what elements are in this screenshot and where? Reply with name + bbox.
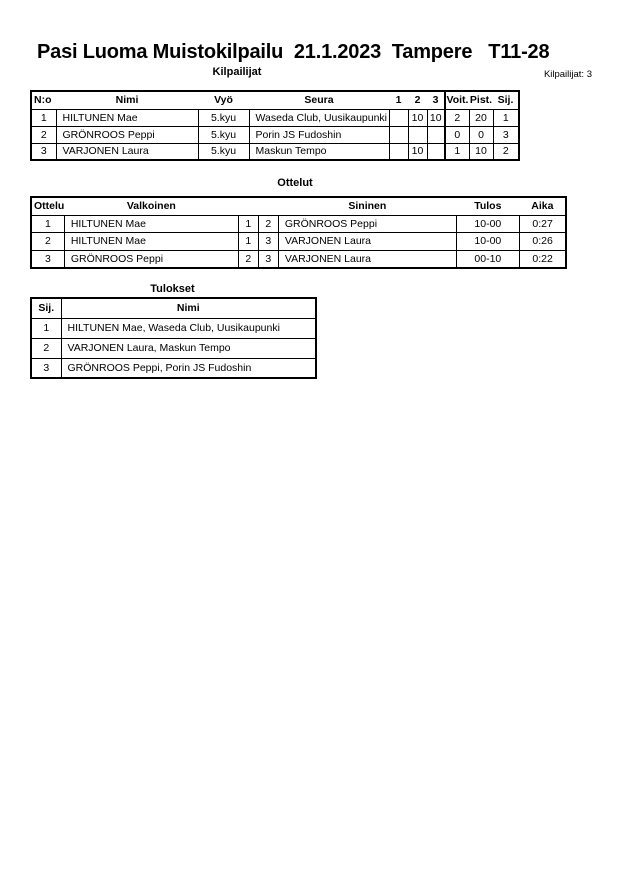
col-header-place: Sij. [31, 298, 62, 319]
col-header-name: Nimi [56, 91, 198, 110]
competitors-table: N:o Nimi Vyö Seura 1 2 3 Voit. Pist. Sij… [30, 90, 520, 161]
table-row: 3 GRÖNROOS Peppi 2 3 VARJONEN Laura 00-1… [30, 249, 567, 269]
cell-blue-no: 3 [257, 232, 279, 251]
results-table: Sij. Nimi 1 HILTUNEN Mae, Waseda Club, U… [30, 297, 317, 379]
cell-time: 0:27 [518, 214, 567, 234]
matches-table: Ottelu Valkoinen Sininen Tulos Aika 1 HI… [30, 196, 568, 269]
cell-name-club: VARJONEN Laura, Maskun Tempo [60, 337, 317, 359]
cell-blue-name: GRÖNROOS Peppi [277, 214, 457, 234]
table-row: 3 GRÖNROOS Peppi, Porin JS Fudoshin [30, 357, 317, 379]
cell-place: 3 [492, 125, 520, 144]
cell-place: 2 [30, 337, 62, 359]
cell-white-name: HILTUNEN Mae [63, 232, 239, 251]
cell-result: 00-10 [455, 249, 520, 269]
cell-name-club: GRÖNROOS Peppi, Porin JS Fudoshin [60, 357, 317, 379]
competitors-section-title: Kilpailijat [212, 66, 262, 78]
competitors-header-row: N:o Nimi Vyö Seura 1 2 3 Voit. Pist. Sij… [31, 91, 519, 110]
table-row: 2 HILTUNEN Mae 1 3 VARJONEN Laura 10-00 … [30, 232, 567, 251]
col-header-blue: Sininen [278, 197, 457, 216]
cell-round2: 10 [407, 142, 428, 161]
col-header-name: Nimi [61, 298, 316, 319]
cell-wins: 0 [444, 125, 470, 144]
cell-white-name: GRÖNROOS Peppi [63, 249, 239, 269]
cell-belt: 5.kyu [197, 125, 250, 144]
results-section-title: Tulokset [150, 283, 195, 295]
col-header-belt: Vyö [198, 91, 249, 110]
col-header-result: Tulos [456, 197, 520, 216]
table-row: 2 GRÖNROOS Peppi 5.kyu Porin JS Fudoshin… [30, 125, 520, 144]
col-header-no: N:o [31, 91, 56, 110]
cell-wins: 2 [444, 108, 470, 127]
cell-time: 0:26 [518, 232, 567, 251]
col-header-club: Seura [249, 91, 389, 110]
cell-no: 2 [30, 125, 57, 144]
cell-match-no: 3 [30, 249, 65, 269]
cell-round3: 10 [426, 108, 446, 127]
cell-blue-no: 3 [257, 249, 279, 269]
cell-club: Waseda Club, Uusikaupunki [248, 108, 390, 127]
table-row: 1 HILTUNEN Mae 5.kyu Waseda Club, Uusika… [30, 108, 520, 127]
cell-white-no: 1 [237, 232, 259, 251]
cell-white-no: 1 [237, 214, 259, 234]
cell-time: 0:22 [518, 249, 567, 269]
col-header-round2: 2 [408, 91, 427, 110]
cell-round1 [388, 142, 409, 161]
cell-match-no: 1 [30, 214, 65, 234]
cell-name: HILTUNEN Mae [55, 108, 199, 127]
col-header-time: Aika [519, 197, 567, 216]
cell-round2: 10 [407, 108, 428, 127]
cell-name: GRÖNROOS Peppi [55, 125, 199, 144]
col-header-match: Ottelu [31, 197, 65, 216]
col-header-white-no [238, 197, 259, 216]
cell-white-no: 2 [237, 249, 259, 269]
table-row: 1 HILTUNEN Mae, Waseda Club, Uusikaupunk… [30, 317, 317, 339]
cell-round1 [388, 125, 409, 144]
table-row: 1 HILTUNEN Mae 1 2 GRÖNROOS Peppi 10-00 … [30, 214, 567, 234]
cell-points: 10 [468, 142, 494, 161]
matches-header-row: Ottelu Valkoinen Sininen Tulos Aika [31, 197, 567, 216]
cell-round1 [388, 108, 409, 127]
cell-belt: 5.kyu [197, 142, 250, 161]
cell-wins: 1 [444, 142, 470, 161]
cell-result: 10-00 [455, 214, 520, 234]
cell-blue-name: VARJONEN Laura [277, 232, 457, 251]
cell-match-no: 2 [30, 232, 65, 251]
cell-place: 1 [30, 317, 62, 339]
cell-white-name: HILTUNEN Mae [63, 214, 239, 234]
cell-club: Maskun Tempo [248, 142, 390, 161]
cell-round2 [407, 125, 428, 144]
col-header-points: Pist. [469, 91, 493, 110]
cell-place: 1 [492, 108, 520, 127]
cell-blue-name: VARJONEN Laura [277, 249, 457, 269]
cell-points: 20 [468, 108, 494, 127]
cell-blue-no: 2 [257, 214, 279, 234]
cell-name: VARJONEN Laura [55, 142, 199, 161]
results-header-row: Sij. Nimi [31, 298, 316, 319]
cell-points: 0 [468, 125, 494, 144]
col-header-wins: Voit. [444, 91, 469, 110]
cell-club: Porin JS Fudoshin [248, 125, 390, 144]
col-header-round3: 3 [427, 91, 445, 110]
col-header-blue-no [258, 197, 279, 216]
page-title: Pasi Luoma Muistokilpailu 21.1.2023 Tamp… [37, 41, 550, 63]
col-header-round1: 1 [389, 91, 408, 110]
cell-no: 1 [30, 108, 57, 127]
competitors-count: Kilpailijat: 3 [543, 69, 592, 80]
cell-no: 3 [30, 142, 57, 161]
cell-place: 3 [30, 357, 62, 379]
cell-place: 2 [492, 142, 520, 161]
cell-round3 [426, 142, 446, 161]
matches-section-title: Ottelut [277, 177, 313, 189]
table-row: 3 VARJONEN Laura 5.kyu Maskun Tempo 10 1… [30, 142, 520, 161]
col-header-white: Valkoinen [64, 197, 239, 216]
cell-belt: 5.kyu [197, 108, 250, 127]
cell-result: 10-00 [455, 232, 520, 251]
cell-round3 [426, 125, 446, 144]
cell-name-club: HILTUNEN Mae, Waseda Club, Uusikaupunki [60, 317, 317, 339]
table-row: 2 VARJONEN Laura, Maskun Tempo [30, 337, 317, 359]
col-header-place: Sij. [493, 91, 519, 110]
